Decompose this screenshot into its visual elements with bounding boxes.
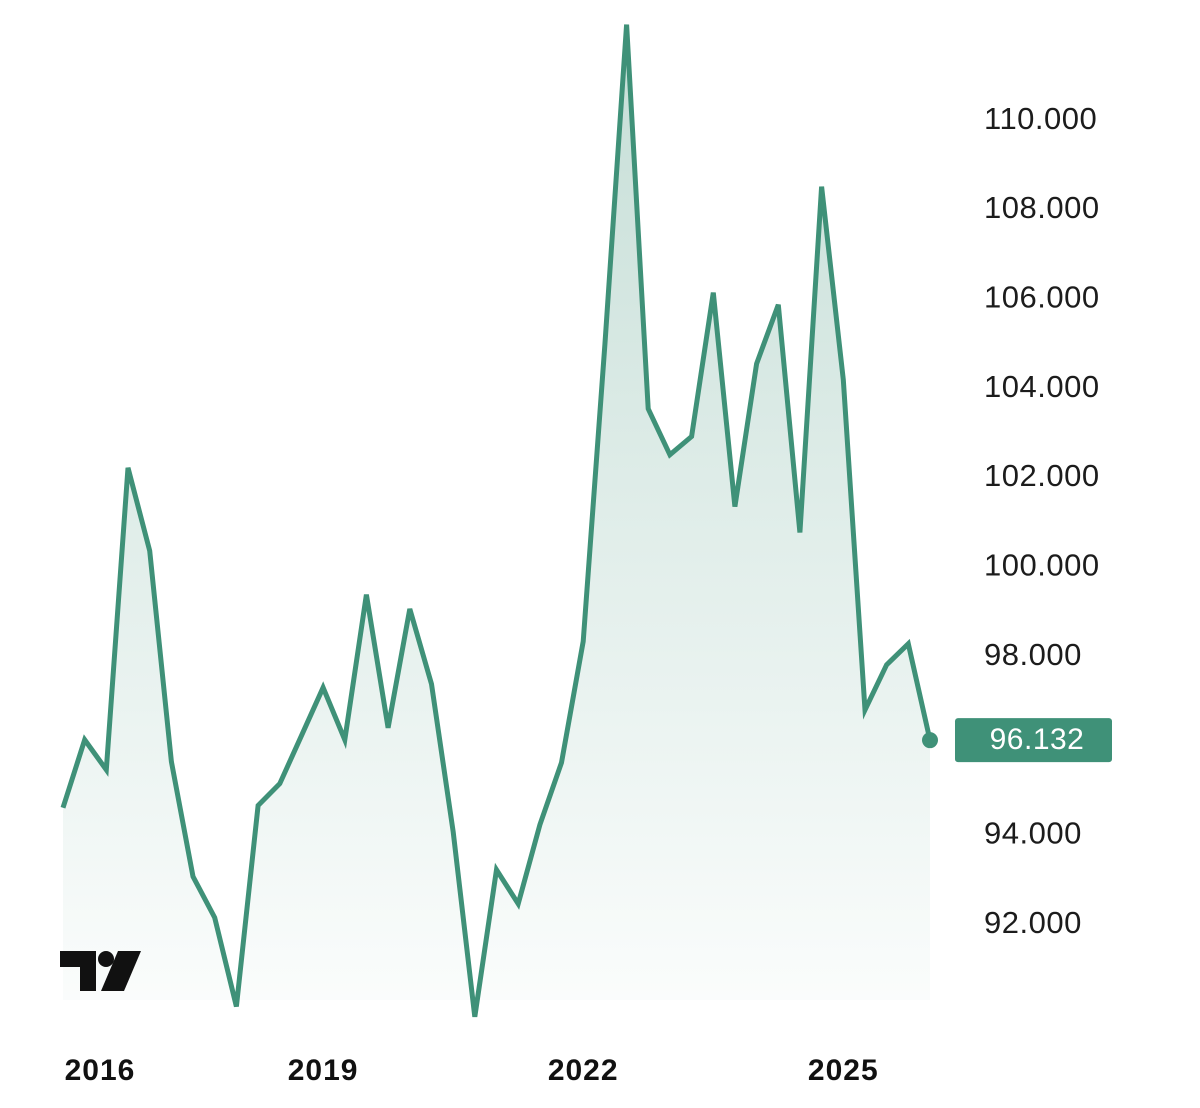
y-tick-label: 110.000 — [984, 101, 1097, 136]
price-badge — [955, 718, 1112, 763]
y-tick-label: 100.000 — [984, 548, 1100, 583]
area — [63, 24, 930, 1017]
y-tick-label: 98.000 — [984, 637, 1082, 672]
x-tick-label: 2016 — [65, 1054, 136, 1087]
y-tick-label: 108.000 — [984, 190, 1100, 225]
y-tick-label: 104.000 — [984, 369, 1100, 404]
y-tick-label: 106.000 — [984, 280, 1100, 315]
last-point — [922, 732, 938, 749]
line — [60, 24, 933, 1018]
y-tick-label: 102.000 — [984, 458, 1100, 493]
x-tick-label: 2025 — [808, 1054, 879, 1087]
x-tick-label: 2022 — [548, 1054, 619, 1087]
y-tick-label: 94.000 — [984, 816, 1082, 851]
logo — [60, 951, 141, 991]
price-badge-label: 96.132 — [990, 723, 1085, 756]
x-tick-label: 2019 — [288, 1054, 359, 1087]
y-tick-label: 92.000 — [984, 905, 1082, 940]
